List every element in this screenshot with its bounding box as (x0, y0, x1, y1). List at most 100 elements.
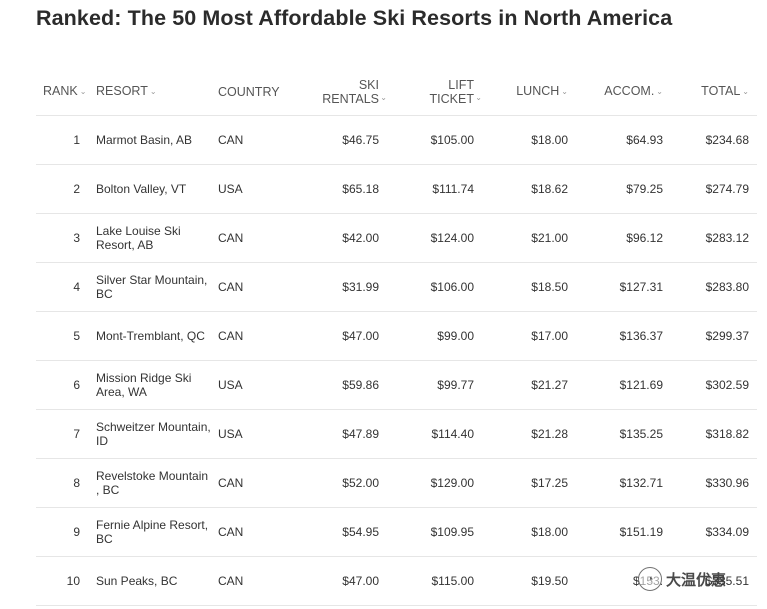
cell-lunch: $18.50 (483, 262, 577, 312)
cell-total: $335.51 (671, 556, 757, 606)
cell-total: $283.80 (671, 262, 757, 312)
cell-lift-ticket: $99.77 (389, 360, 483, 410)
table-row: 10 Sun Peaks, BC CAN $47.00 $115.00 $19.… (36, 556, 757, 606)
cell-accom: $121.69 (577, 360, 671, 410)
cell-lunch: $18.00 (483, 507, 577, 557)
header-total[interactable]: TOTAL ⌄ (671, 68, 757, 116)
cell-rank: 5 (36, 311, 92, 361)
header-country-label: COUNTRY (218, 84, 280, 99)
chevron-down-icon: ⌄ (656, 87, 663, 96)
cell-lift-ticket: $115.00 (389, 556, 483, 606)
page-title: Ranked: The 50 Most Affordable Ski Resor… (36, 6, 673, 30)
cell-lunch: $19.50 (483, 556, 577, 606)
cell-rank: 9 (36, 507, 92, 557)
cell-accom: $151.19 (577, 507, 671, 557)
cell-total: $299.37 (671, 311, 757, 361)
cell-resort: Marmot Basin, AB (92, 115, 218, 165)
cell-country: CAN (218, 556, 300, 606)
cell-accom: $132.71 (577, 458, 671, 508)
cell-total: $318.82 (671, 409, 757, 459)
cell-lift-ticket: $105.00 (389, 115, 483, 165)
cell-ski-rentals: $47.00 (300, 311, 389, 361)
wechat-icon: ◔ (638, 567, 662, 591)
header-resort-label: RESORT (96, 84, 148, 98)
cell-accom: $64.93 (577, 115, 671, 165)
chevron-down-icon: ⌄ (742, 87, 749, 96)
cell-lift-ticket: $124.00 (389, 213, 483, 263)
cell-ski-rentals: $46.75 (300, 115, 389, 165)
cell-ski-rentals: $52.00 (300, 458, 389, 508)
cell-rank: 7 (36, 409, 92, 459)
cell-country: CAN (218, 458, 300, 508)
cell-accom: $79.25 (577, 164, 671, 214)
cell-lift-ticket: $111.74 (389, 164, 483, 214)
header-total-label: TOTAL (701, 84, 741, 98)
header-lift-ticket[interactable]: LIFT TICKET ⌄ (389, 68, 483, 116)
watermark: ◔ 大温优惠 (638, 567, 726, 591)
chevron-down-icon: ⌄ (475, 92, 482, 102)
chevron-down-icon: ⌄ (380, 92, 387, 102)
cell-total: $330.96 (671, 458, 757, 508)
header-lunch-label: LUNCH (516, 84, 560, 98)
cell-ski-rentals: $42.00 (300, 213, 389, 263)
cell-total: $274.79 (671, 164, 757, 214)
cell-accom: $96.12 (577, 213, 671, 263)
cell-country: CAN (218, 507, 300, 557)
header-ski-line2: RENTALS (322, 91, 379, 106)
table-row: 3 Lake Louise Ski Resort, AB CAN $42.00 … (36, 213, 757, 263)
cell-resort: Silver Star Mountain, BC (92, 262, 218, 312)
cell-country: USA (218, 409, 300, 459)
cell-total: $234.68 (671, 115, 757, 165)
cell-country: CAN (218, 262, 300, 312)
chevron-down-icon: ⌄ (79, 87, 87, 96)
resort-ranking-table: RANK ⌄ RESORT ⌄ COUNTRY SKI RENTALS ⌄ LIFT TI… (36, 68, 757, 606)
header-ski-line1: SKI (358, 77, 379, 92)
table-row: 6 Mission Ridge Ski Area, WA USA $59.86 … (36, 360, 757, 410)
header-ski-rentals[interactable]: SKI RENTALS ⌄ (300, 68, 389, 116)
cell-rank: 3 (36, 213, 92, 263)
cell-rank: 2 (36, 164, 92, 214)
cell-ski-rentals: $54.95 (300, 507, 389, 557)
cell-accom: $127.31 (577, 262, 671, 312)
header-lunch[interactable]: LUNCH ⌄ (483, 68, 577, 116)
cell-lunch: $21.28 (483, 409, 577, 459)
chevron-down-icon: ⌄ (149, 87, 157, 96)
header-rank[interactable]: RANK ⌄ (36, 68, 92, 116)
cell-total: $334.09 (671, 507, 757, 557)
cell-rank: 10 (36, 556, 92, 606)
watermark-text: 大温优惠 (666, 571, 727, 589)
chevron-down-icon: ⌄ (561, 87, 568, 96)
cell-rank: 8 (36, 458, 92, 508)
header-accom[interactable]: ACCOM. ⌄ (577, 68, 671, 116)
cell-resort: Schweitzer Mountain, ID (92, 409, 218, 459)
table-row: 8 Revelstoke Mountain , BC CAN $52.00 $1… (36, 458, 757, 508)
table-row: 2 Bolton Valley, VT USA $65.18 $111.74 $… (36, 164, 757, 214)
cell-lunch: $21.27 (483, 360, 577, 410)
cell-total: $302.59 (671, 360, 757, 410)
cell-accom: $135.25 (577, 409, 671, 459)
cell-country: USA (218, 360, 300, 410)
cell-ski-rentals: $59.86 (300, 360, 389, 410)
cell-lunch: $17.00 (483, 311, 577, 361)
table-row: 7 Schweitzer Mountain, ID USA $47.89 $11… (36, 409, 757, 459)
header-resort[interactable]: RESORT ⌄ (92, 68, 218, 116)
cell-resort: Fernie Alpine Resort, BC (92, 507, 218, 557)
header-accom-label: ACCOM. (604, 84, 655, 98)
table-header-row: RANK ⌄ RESORT ⌄ COUNTRY SKI RENTALS ⌄ LIFT TI… (36, 68, 757, 116)
header-rank-label: RANK (43, 84, 78, 98)
cell-rank: 1 (36, 115, 92, 165)
cell-country: CAN (218, 213, 300, 263)
table-row: 4 Silver Star Mountain, BC CAN $31.99 $1… (36, 262, 757, 312)
cell-rank: 4 (36, 262, 92, 312)
cell-ski-rentals: $47.89 (300, 409, 389, 459)
cell-country: CAN (218, 115, 300, 165)
cell-country: USA (218, 164, 300, 214)
header-country[interactable]: COUNTRY (218, 68, 300, 116)
cell-resort: Revelstoke Mountain , BC (92, 458, 218, 508)
table-row: 1 Marmot Basin, AB CAN $46.75 $105.00 $1… (36, 115, 757, 165)
cell-lunch: $18.62 (483, 164, 577, 214)
table-row: 5 Mont-Tremblant, QC CAN $47.00 $99.00 $… (36, 311, 757, 361)
cell-accom: $136.37 (577, 311, 671, 361)
cell-resort: Lake Louise Ski Resort, AB (92, 213, 218, 263)
cell-lift-ticket: $109.95 (389, 507, 483, 557)
